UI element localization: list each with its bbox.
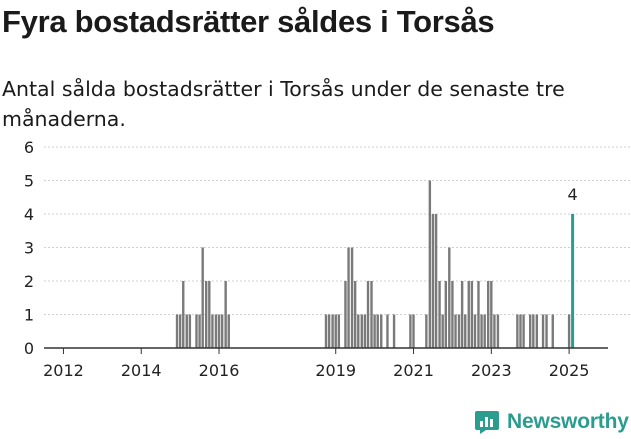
y-tick-label: 3 [24,239,34,258]
bar [360,314,363,348]
bar [448,247,451,348]
y-tick-label: 1 [24,306,34,325]
bar [204,281,208,348]
bar [451,281,454,348]
bar [386,314,389,348]
newsworthy-logo-icon [475,411,499,434]
bar [486,281,490,348]
bar [201,247,204,348]
bar [353,281,357,348]
y-tick-label: 0 [24,339,34,358]
bar [490,281,493,348]
bar [175,314,179,348]
bar [467,281,470,348]
bar [366,281,370,348]
bar [220,314,224,348]
bar [428,180,432,348]
bar [214,314,218,348]
bar [567,314,571,348]
bar [454,314,457,348]
bar [337,314,341,348]
bar [551,314,554,348]
bar [217,314,221,348]
bar [224,281,227,348]
bar [473,314,477,348]
bar [178,314,182,348]
y-tick-label: 2 [24,272,34,291]
bar-chart: 0 1 2 3 4 5 6 4 2012 2014 2016 2019 2021 2023 2025 [24,138,631,380]
bar [545,314,548,348]
bar [541,314,545,348]
bar [434,214,438,348]
x-tick-label: 2016 [199,361,240,380]
bar [347,247,350,348]
bar [464,314,467,348]
bar [483,314,486,348]
bar [373,314,376,348]
bar [425,314,428,348]
x-tick-label: 2025 [549,361,590,380]
highlight-value-label: 4 [568,185,578,204]
bar [327,314,331,348]
bar [438,281,441,348]
bar [493,314,496,348]
bar [376,314,379,348]
bar [431,214,435,348]
bar [363,314,367,348]
bar [519,314,522,348]
bar [331,314,334,348]
x-tick-label: 2021 [393,361,434,380]
y-tick-label: 4 [24,205,34,224]
bar [195,314,198,348]
bar [444,281,448,348]
bar [380,314,383,348]
x-tick-label: 2023 [471,361,512,380]
bar [522,314,525,348]
newsworthy-logo: Newsworthy [474,406,629,438]
newsworthy-logo-text: Newsworthy [507,410,629,433]
bar [532,314,535,348]
x-tick-label: 2014 [121,361,162,380]
bar [460,281,464,348]
bar [477,281,480,348]
bar [188,314,192,348]
highlight-bar [571,214,575,348]
bar [392,314,396,348]
bar [535,314,539,348]
bar [412,314,415,348]
bar [457,314,461,348]
bar [208,281,211,348]
bar [470,281,474,348]
chart-title: Fyra bostadsrätter såldes i Torsås [2,4,495,39]
y-tick-label: 6 [24,138,34,157]
bar [344,281,347,348]
bar [182,281,185,348]
bar [496,314,500,348]
bar [324,314,328,348]
bar [441,314,444,348]
bar [185,314,188,348]
x-tick-label: 2012 [43,361,84,380]
y-tick-label: 5 [24,172,34,191]
bar [370,281,373,348]
bar [350,247,354,348]
chart-subtitle: Antal sålda bostadsrätter i Torsås under… [2,77,565,131]
x-tick-label: 2019 [315,361,356,380]
bar [480,314,483,348]
bar [516,314,519,348]
bar [227,314,230,348]
bar [529,314,532,348]
bar [409,314,412,348]
bar [334,314,337,348]
bar [198,314,201,348]
bar [357,314,360,348]
bar [211,314,214,348]
